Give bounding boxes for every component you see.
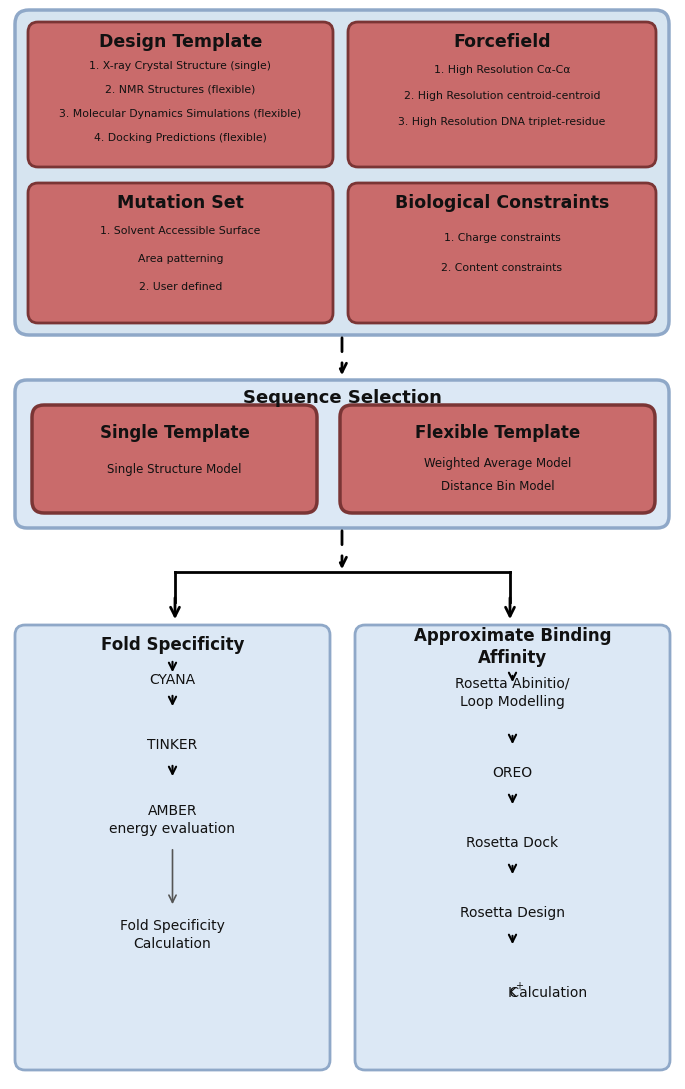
FancyBboxPatch shape xyxy=(32,405,317,513)
Text: 2. User defined: 2. User defined xyxy=(139,282,222,292)
Text: Rosetta Abinitio/
Loop Modelling: Rosetta Abinitio/ Loop Modelling xyxy=(456,676,570,709)
Text: Sequence Selection: Sequence Selection xyxy=(242,389,441,407)
Text: 4. Docking Predictions (flexible): 4. Docking Predictions (flexible) xyxy=(94,133,267,143)
FancyBboxPatch shape xyxy=(28,22,333,167)
FancyBboxPatch shape xyxy=(348,183,656,323)
FancyBboxPatch shape xyxy=(348,22,656,167)
FancyBboxPatch shape xyxy=(15,625,330,1070)
FancyBboxPatch shape xyxy=(15,380,669,528)
Text: Single Template: Single Template xyxy=(99,424,249,442)
Text: Distance Bin Model: Distance Bin Model xyxy=(440,480,554,493)
Text: Fold Specificity
Calculation: Fold Specificity Calculation xyxy=(120,919,225,951)
Text: 1. Solvent Accessible Surface: 1. Solvent Accessible Surface xyxy=(100,227,261,236)
Text: AMBER
energy evaluation: AMBER energy evaluation xyxy=(110,804,236,836)
Text: Forcefield: Forcefield xyxy=(453,33,551,51)
Text: Calculation: Calculation xyxy=(506,986,588,1000)
Text: Flexible Template: Flexible Template xyxy=(415,424,580,442)
Text: Single Structure Model: Single Structure Model xyxy=(108,464,242,477)
Text: Weighted Average Model: Weighted Average Model xyxy=(424,456,571,469)
Text: Design Template: Design Template xyxy=(99,33,262,51)
Text: 1. Charge constraints: 1. Charge constraints xyxy=(444,233,560,243)
Text: OREO: OREO xyxy=(493,766,532,780)
Text: 2. High Resolution centroid-centroid: 2. High Resolution centroid-centroid xyxy=(403,91,600,101)
Text: TINKER: TINKER xyxy=(147,738,198,752)
Text: Rosetta Dock: Rosetta Dock xyxy=(466,836,558,851)
Text: Approximate Binding
Affinity: Approximate Binding Affinity xyxy=(414,627,611,668)
Text: CYANA: CYANA xyxy=(149,673,195,687)
Text: +: + xyxy=(516,981,523,991)
Text: Rosetta Design: Rosetta Design xyxy=(460,906,565,920)
Text: Fold Specificity: Fold Specificity xyxy=(101,636,245,654)
Text: Area patterning: Area patterning xyxy=(138,254,223,264)
FancyBboxPatch shape xyxy=(28,183,333,323)
Text: Biological Constraints: Biological Constraints xyxy=(395,194,609,212)
FancyBboxPatch shape xyxy=(355,625,670,1070)
Text: 3. Molecular Dynamics Simulations (flexible): 3. Molecular Dynamics Simulations (flexi… xyxy=(60,109,301,119)
Text: K: K xyxy=(508,986,517,1000)
Text: 2. NMR Structures (flexible): 2. NMR Structures (flexible) xyxy=(105,85,256,95)
FancyBboxPatch shape xyxy=(340,405,655,513)
Text: 1. X-ray Crystal Structure (single): 1. X-ray Crystal Structure (single) xyxy=(90,61,271,71)
Text: 3. High Resolution DNA triplet-residue: 3. High Resolution DNA triplet-residue xyxy=(398,117,606,127)
Text: 1. High Resolution Cα-Cα: 1. High Resolution Cα-Cα xyxy=(434,65,570,75)
Text: 2. Content constraints: 2. Content constraints xyxy=(442,264,562,273)
Text: Mutation Set: Mutation Set xyxy=(117,194,244,212)
FancyBboxPatch shape xyxy=(15,10,669,335)
